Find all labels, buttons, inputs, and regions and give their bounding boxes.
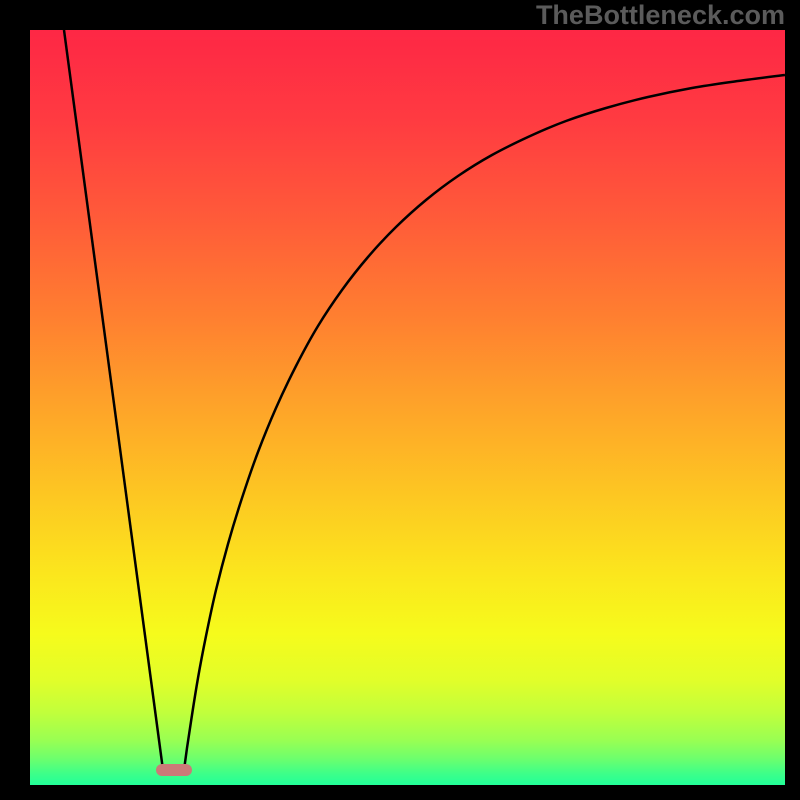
plot-area	[30, 30, 785, 785]
right-curve	[184, 75, 785, 770]
bottleneck-marker	[156, 764, 192, 776]
left-line	[64, 30, 163, 770]
chart-container: TheBottleneck.com	[0, 0, 800, 800]
curve-layer	[0, 0, 800, 800]
watermark-text: TheBottleneck.com	[536, 0, 785, 31]
